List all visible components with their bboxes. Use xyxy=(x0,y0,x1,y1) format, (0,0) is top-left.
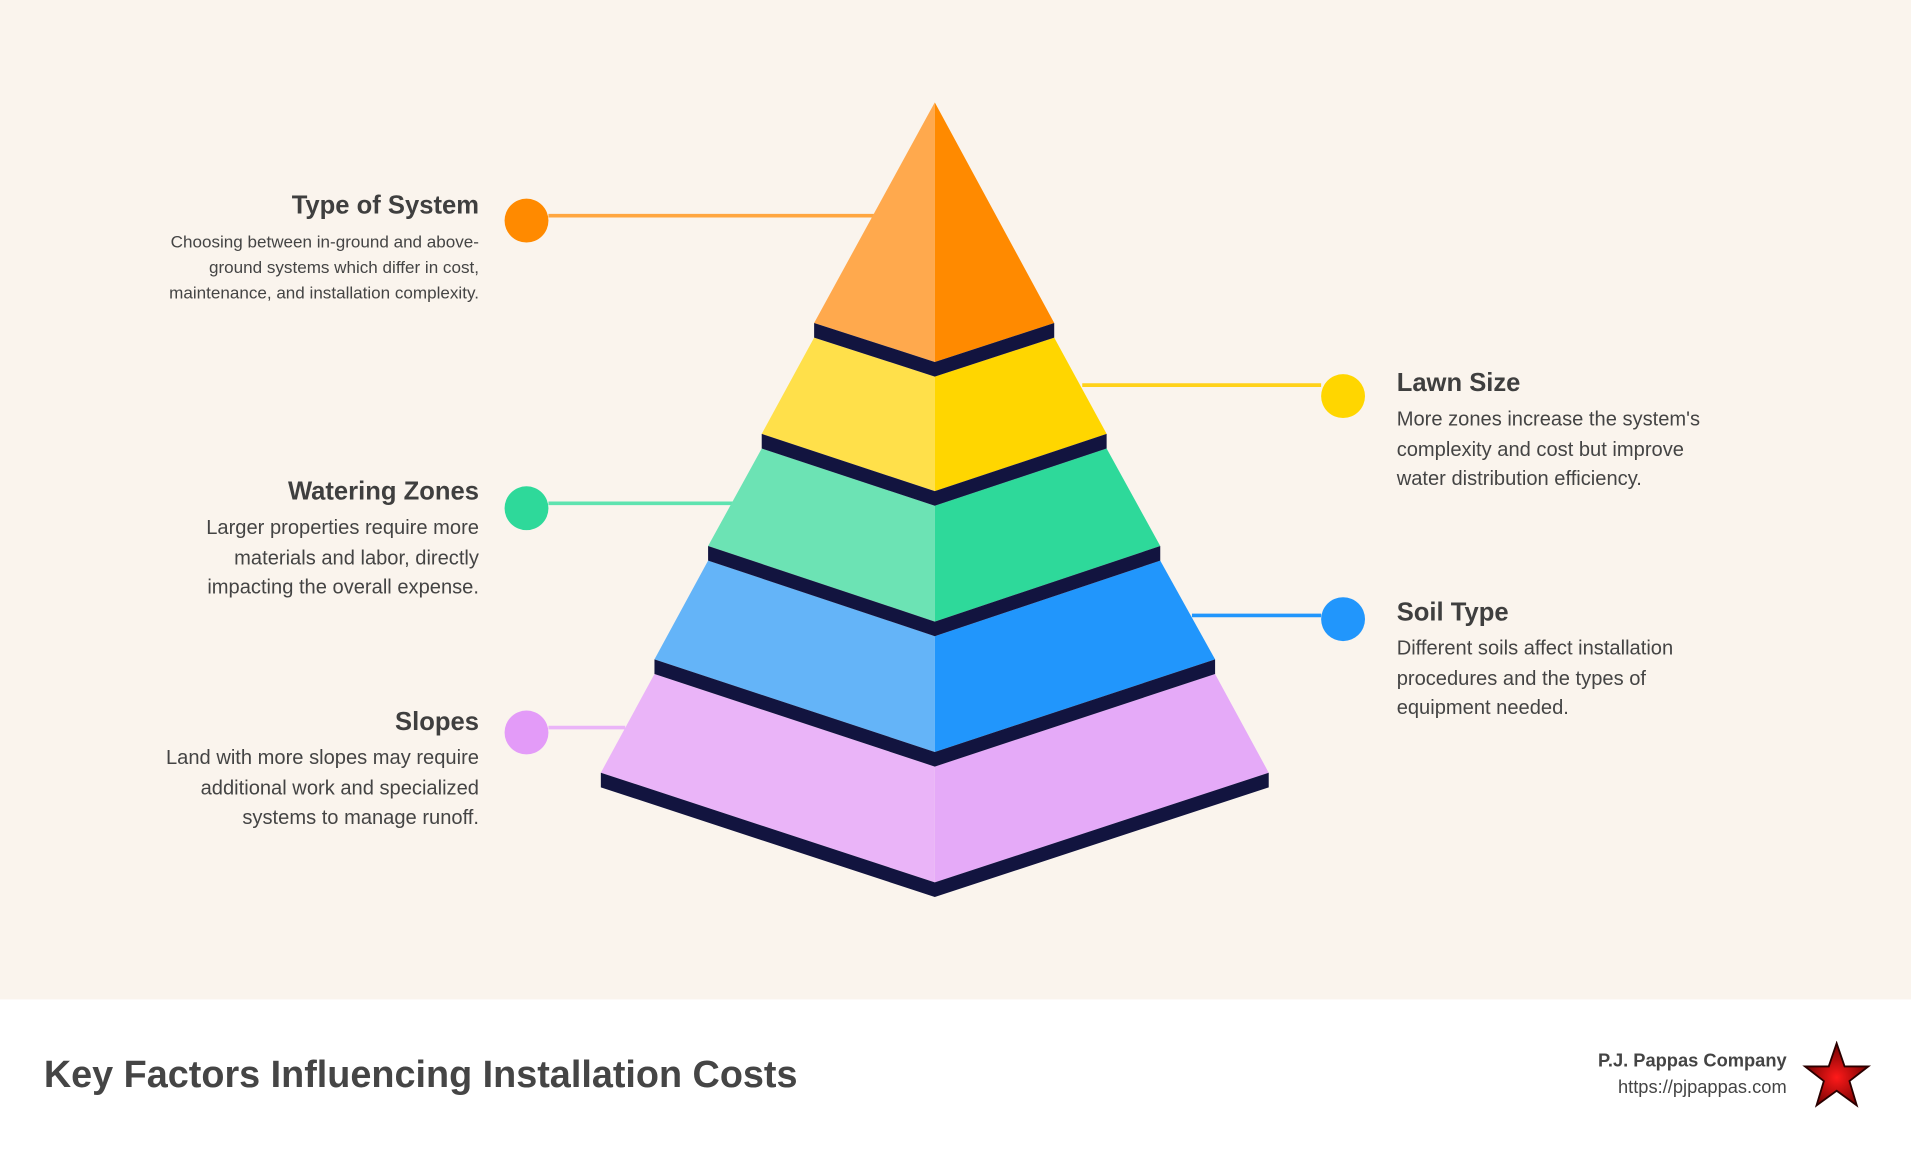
factor-description: Larger properties require more materials… xyxy=(206,516,479,599)
pyramid-tier-slopes xyxy=(600,673,1269,897)
page-title: Key Factors Influencing Installation Cos… xyxy=(43,1053,798,1096)
dot-slopes xyxy=(504,710,549,755)
company-url[interactable]: https://pjpappas.com xyxy=(1617,1077,1787,1099)
factor-description: Different soils affect installation proc… xyxy=(1396,637,1674,720)
factor-title: Type of System xyxy=(291,191,479,220)
factor-description: Land with more slopes may require additi… xyxy=(165,747,479,829)
red-star-icon xyxy=(1802,1040,1872,1108)
pyramid-tier-lawn-size xyxy=(761,337,1107,506)
factor-title: Lawn Size xyxy=(1396,369,1521,398)
label-slopes: Slopes Land with more slopes may require… xyxy=(113,707,479,833)
dot-type-of-system xyxy=(504,198,549,243)
label-soil-type: Soil Type Different soils affect install… xyxy=(1397,597,1763,723)
factor-description: More zones increase the system's complex… xyxy=(1396,408,1701,490)
dot-watering-zones xyxy=(504,486,549,531)
company-name: P.J. Pappas Company xyxy=(1598,1050,1787,1072)
footer: Key Factors Influencing Installation Cos… xyxy=(0,999,1911,1160)
factor-title: Watering Zones xyxy=(287,477,479,506)
label-watering-zones: Watering Zones Larger properties require… xyxy=(113,477,479,603)
pyramid-tier-type-of-system xyxy=(814,102,1055,377)
company-info: P.J. Pappas Company https://pjpappas.com xyxy=(1598,1051,1787,1099)
factor-title: Slopes xyxy=(395,708,479,737)
diagram-area: Type of System Choosing between in-groun… xyxy=(113,102,1763,897)
label-lawn-size: Lawn Size More zones increase the system… xyxy=(1397,368,1763,494)
dot-soil-type xyxy=(1321,597,1365,642)
pyramid-diagram xyxy=(504,102,1365,897)
factor-description: Choosing between in-ground and above-gro… xyxy=(169,231,479,303)
label-type-of-system: Type of System Choosing between in-groun… xyxy=(113,190,479,306)
factor-title: Soil Type xyxy=(1396,598,1509,627)
pyramid-tier-watering-zones xyxy=(708,448,1161,637)
pyramid-tier-soil-type xyxy=(654,560,1216,767)
dot-lawn-size xyxy=(1321,374,1365,419)
